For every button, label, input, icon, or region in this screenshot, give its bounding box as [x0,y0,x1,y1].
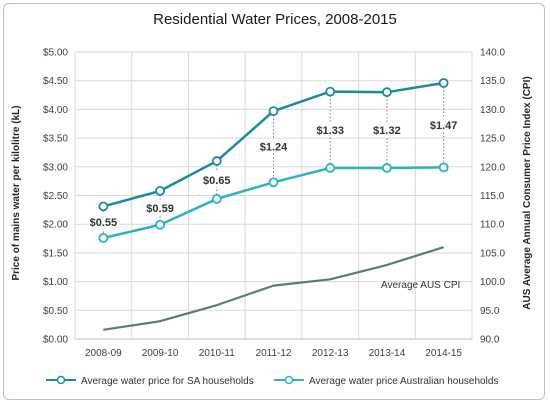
difference-label: $1.47 [430,120,458,132]
difference-label: $0.65 [203,175,231,187]
chart-title: Residential Water Prices, 2008-2015 [153,11,397,28]
data-point-sa [325,86,336,97]
legend: Average water price for SA households Av… [46,375,498,387]
data-point-sa [438,78,449,88]
difference-label-bg [257,138,290,154]
difference-label: $1.32 [373,125,401,137]
data-point-aus [211,194,222,204]
right-tick-label: 100.0 [480,277,505,288]
legend-label-sa: Average water price for SA households [81,376,254,387]
right-tick-label: 115.0 [480,191,505,202]
right-tick-label: 130.0 [480,105,505,116]
left-tick-label: $4.00 [43,105,68,116]
data-point-aus [98,233,109,243]
difference-label-bg [370,122,403,138]
x-tick-label: 2008-09 [85,348,122,359]
left-tick-label: $2.50 [43,191,68,202]
right-tick-label: 90.0 [480,335,500,346]
x-tick-label: 2013-14 [369,348,406,359]
legend-marker-sa [56,375,66,385]
left-tick-label: $3.50 [43,134,68,145]
left-tick-label: $1.50 [43,248,68,259]
data-point-sa [211,156,222,166]
left-tick-label: $1.00 [43,277,68,288]
right-tick-label: 95.0 [480,306,500,317]
left-tick-label: $4.50 [43,76,68,87]
data-point-sa [155,186,165,196]
cpi-line-label: Average AUS CPI [381,280,460,291]
x-tick-label: 2014-15 [425,348,462,359]
left-tick-label: $2.00 [43,220,68,231]
difference-label: $0.55 [90,217,118,229]
difference-label-bg [314,121,347,137]
data-point-aus [268,177,279,188]
legend-marker-aus [284,375,294,385]
data-point-aus [325,163,336,173]
difference-labels: $0.55 $0.59 $0.65 $1.24 $1.33 $1.32 $1.47 [87,117,460,230]
data-point-aus [382,163,392,173]
x-tick-label: 2010-11 [199,348,235,359]
difference-label: $0.59 [146,203,174,215]
x-tick-label: 2009-10 [142,348,179,359]
right-tick-label: 125.0 [480,134,505,145]
x-tick-label: 2011-12 [256,348,292,359]
right-tick-label: 110.0 [480,220,505,231]
data-point-aus [155,219,165,230]
difference-label: $1.24 [260,142,288,154]
difference-label-bg [144,199,177,215]
difference-label-bg [427,117,460,133]
data-point-aus [438,162,449,173]
right-axis-title: AUS Average Annual Consumer Price Index … [522,76,533,309]
data-point-sa [382,87,392,98]
right-tick-label: 135.0 [480,76,505,87]
series-line-cpi [103,246,444,331]
difference-label-bg [87,214,120,230]
data-point-sa [98,201,109,212]
legend-label-aus: Average water price Australian household… [309,376,498,387]
data-point-sa [268,106,279,117]
left-tick-label: $3.00 [43,162,68,173]
right-axis-ticks: 90.0 95.0 100.0 105.0 110.0 115.0 120.0 125.0 13… [480,48,505,346]
gridlines [74,51,473,340]
series-markers [98,78,449,243]
right-tick-label: 140.0 [480,48,505,59]
left-tick-label: $0.00 [43,335,68,346]
right-tick-label: 120.0 [480,162,505,173]
difference-label: $1.33 [316,125,344,137]
right-tick-label: 105.0 [480,248,505,259]
difference-label-bg [200,172,233,188]
chart-frame [3,3,545,400]
left-tick-label: $0.50 [43,306,68,317]
left-axis-ticks: $0.00 $0.50 $1.00 $1.50 $2.00 $2.50 $3.00 $3.50… [43,48,68,346]
left-tick-label: $5.00 [43,48,68,59]
x-axis-ticks: 2008-09 2009-10 2010-11 2011-12 2012-13 2013-… [85,348,462,359]
x-tick-label: 2012-13 [312,348,349,359]
left-axis-title: Price of mains water per kilolitre (kL) [11,105,22,280]
